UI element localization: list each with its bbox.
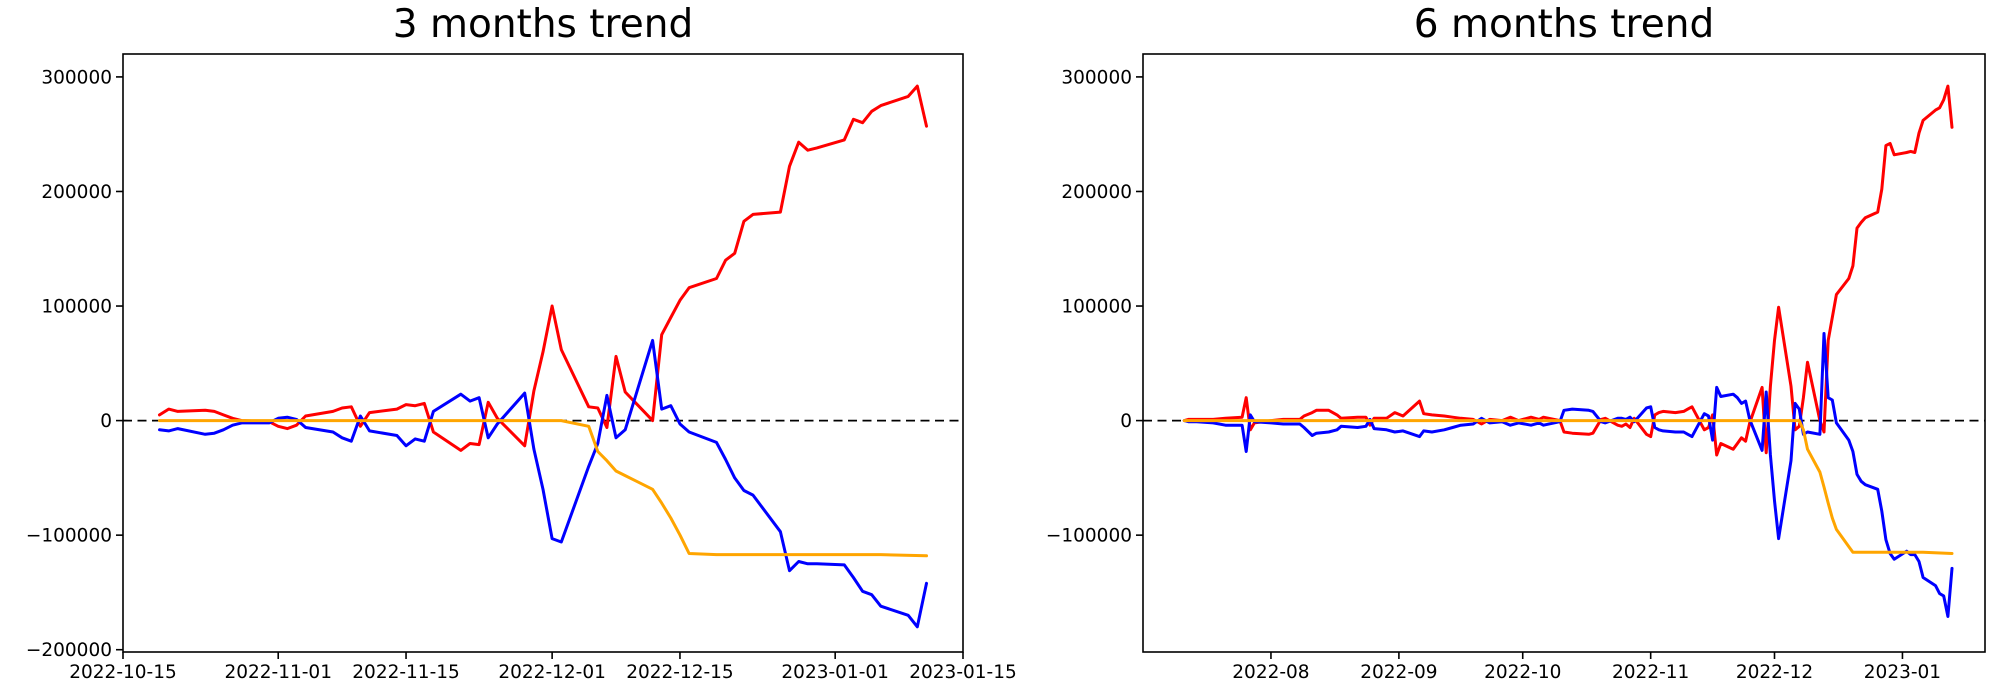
plot-border xyxy=(1142,53,1986,653)
x-tick-label: 2023-01-15 xyxy=(909,662,1017,683)
x-tick-label: 2022-10-15 xyxy=(69,662,177,683)
y-tick-label: 100000 xyxy=(1061,297,1132,318)
chart-title-6-months: 6 months trend xyxy=(1413,2,1715,47)
y-tick-label: −100000 xyxy=(26,526,112,547)
x-tick-label: 2023-01 xyxy=(1864,662,1941,683)
x-tick-label: 2022-09 xyxy=(1360,662,1437,683)
x-tick-label: 2022-10 xyxy=(1484,662,1561,683)
chart-0: 2022-10-15 2022-11-01 2022-11-15 2022-12-01… xyxy=(26,53,1017,683)
x-tick-label: 2022-11-01 xyxy=(224,662,332,683)
y-tick-label: 200000 xyxy=(41,182,112,203)
x-tick-label: 2022-11-15 xyxy=(352,662,460,683)
blue-series-line xyxy=(1182,332,1954,618)
x-tick-label: 2023-01-01 xyxy=(781,662,889,683)
y-tick-label: 0 xyxy=(1120,411,1132,432)
chart-1: 2022-08 2022-09 2022-10 2022-11 2022-12 2023-… xyxy=(1046,53,1986,683)
x-tick-label: 2022-11 xyxy=(1612,662,1689,683)
y-tick-label: 100000 xyxy=(41,297,112,318)
red-series-line xyxy=(158,84,928,452)
y-tick-label: 300000 xyxy=(1061,67,1132,88)
x-tick-label: 2022-08 xyxy=(1232,662,1309,683)
x-tick-label: 2022-12-15 xyxy=(626,662,734,683)
blue-series-line xyxy=(158,338,928,629)
y-tick-label: 200000 xyxy=(1061,182,1132,203)
y-tick-label: 300000 xyxy=(41,67,112,88)
chart-title-3-months: 3 months trend xyxy=(392,2,694,47)
orange-series-line xyxy=(158,419,928,558)
x-tick-label: 2022-12-01 xyxy=(498,662,606,683)
y-tick-label: −200000 xyxy=(26,640,112,661)
y-tick-label: −100000 xyxy=(1046,526,1132,547)
x-tick-label: 2022-12 xyxy=(1736,662,1813,683)
red-series-line xyxy=(1182,84,1954,457)
plot-border xyxy=(122,53,964,653)
y-tick-label: 0 xyxy=(100,411,112,432)
orange-series-line xyxy=(1182,419,1954,555)
